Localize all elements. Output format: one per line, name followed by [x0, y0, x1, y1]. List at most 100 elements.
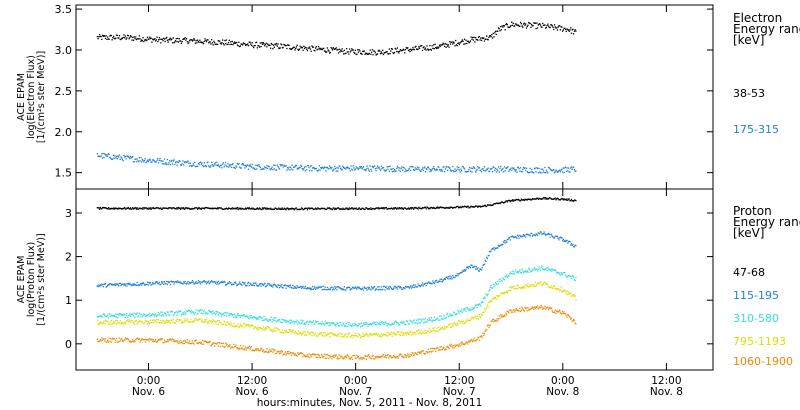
data-point — [208, 283, 211, 285]
data-point — [216, 208, 218, 210]
data-point — [130, 35, 132, 38]
data-point — [215, 343, 217, 345]
data-point — [380, 333, 382, 335]
data-point — [250, 324, 253, 326]
data-point — [225, 161, 227, 164]
data-point — [382, 321, 385, 324]
data-point — [533, 198, 536, 200]
data-point — [459, 322, 461, 325]
data-point — [566, 290, 568, 292]
data-point — [142, 206, 144, 209]
data-point — [344, 52, 346, 55]
data-point — [553, 198, 555, 200]
data-point — [227, 166, 230, 168]
data-point — [382, 167, 384, 169]
data-point — [410, 330, 412, 332]
data-point — [493, 286, 495, 288]
data-point — [124, 35, 127, 37]
data-point — [407, 320, 409, 323]
data-point — [96, 338, 99, 340]
data-point — [510, 273, 512, 275]
data-point — [314, 332, 317, 334]
data-point — [573, 319, 575, 321]
data-point — [300, 165, 303, 167]
data-point — [300, 334, 303, 336]
data-point — [146, 36, 149, 38]
data-point — [129, 155, 132, 158]
data-point — [220, 281, 222, 284]
data-point — [143, 39, 146, 41]
data-point — [568, 240, 570, 242]
data-point — [429, 282, 432, 284]
data-point — [117, 321, 119, 323]
data-point — [237, 283, 239, 285]
data-point — [410, 208, 413, 210]
data-point — [536, 234, 539, 237]
data-point — [284, 44, 286, 46]
data-point — [304, 285, 306, 288]
data-point — [227, 345, 230, 347]
data-point — [289, 284, 292, 286]
data-point — [463, 205, 466, 207]
data-point — [104, 35, 106, 37]
data-point — [539, 198, 542, 200]
data-point — [387, 168, 389, 170]
data-point — [377, 289, 379, 291]
data-point — [457, 168, 459, 170]
data-point — [162, 207, 164, 209]
data-point — [569, 293, 571, 295]
data-point — [366, 323, 368, 325]
data-point — [478, 339, 480, 342]
data-point — [573, 294, 575, 296]
data-point — [307, 356, 309, 358]
data-point — [439, 278, 441, 280]
data-point — [411, 351, 413, 354]
data-point — [269, 44, 271, 47]
data-point — [367, 325, 369, 328]
data-point — [531, 307, 533, 309]
data-point — [219, 312, 221, 314]
data-point — [255, 349, 258, 351]
data-point — [131, 320, 133, 322]
data-point — [516, 309, 518, 311]
y-axis-label: ACE EPAM log(Electron Flux) [1/(cm²s ster … — [16, 51, 47, 143]
data-point — [126, 155, 129, 158]
data-point — [491, 287, 494, 289]
data-point — [217, 314, 219, 316]
data-point — [276, 319, 278, 321]
data-point — [150, 321, 152, 324]
data-point — [372, 333, 374, 335]
data-point — [305, 166, 307, 168]
data-point — [182, 207, 184, 210]
data-point — [197, 207, 200, 210]
data-point — [474, 268, 477, 270]
data-point — [201, 309, 203, 311]
data-point — [161, 38, 163, 40]
data-point — [387, 288, 389, 290]
data-point — [341, 325, 343, 327]
data-point — [517, 198, 520, 201]
data-point — [290, 168, 292, 170]
data-point — [471, 316, 473, 318]
data-point — [109, 207, 111, 209]
data-point — [407, 170, 409, 172]
data-point — [390, 286, 392, 289]
data-point — [232, 163, 234, 165]
data-point — [305, 207, 307, 209]
data-point — [191, 340, 194, 342]
data-point — [339, 165, 341, 168]
data-point — [342, 288, 344, 290]
data-point — [511, 311, 514, 313]
data-point — [505, 312, 507, 314]
data-point — [169, 322, 172, 324]
data-point — [137, 322, 139, 324]
data-point — [310, 50, 312, 52]
data-point — [488, 254, 490, 257]
data-point — [482, 301, 484, 304]
data-point — [464, 43, 466, 45]
data-point — [244, 164, 247, 167]
data-point — [337, 170, 339, 172]
data-point — [221, 167, 223, 169]
data-point — [246, 44, 248, 46]
data-point — [283, 43, 285, 46]
